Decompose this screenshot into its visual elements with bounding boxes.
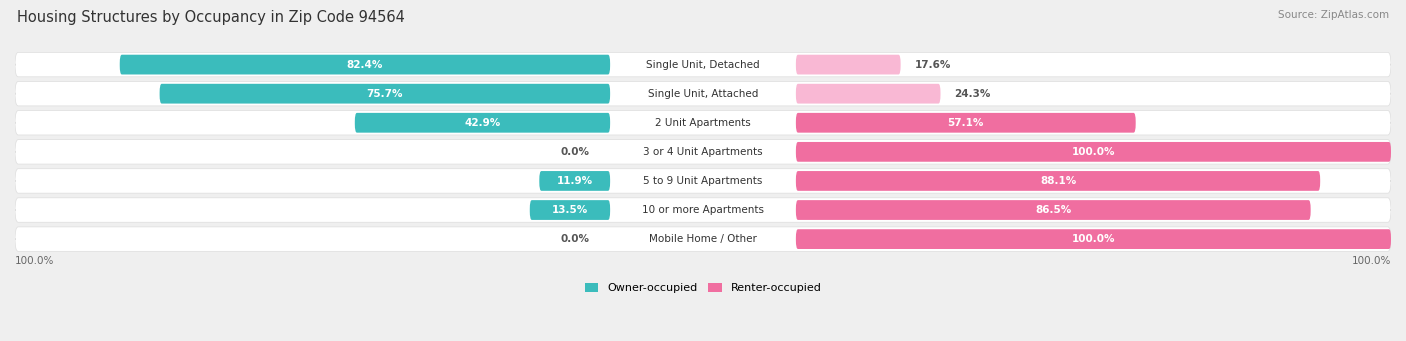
- FancyBboxPatch shape: [15, 81, 1391, 106]
- Text: 100.0%: 100.0%: [1071, 234, 1115, 244]
- Text: 86.5%: 86.5%: [1035, 205, 1071, 215]
- Text: 42.9%: 42.9%: [464, 118, 501, 128]
- FancyBboxPatch shape: [160, 84, 610, 104]
- Text: 75.7%: 75.7%: [367, 89, 404, 99]
- Text: 0.0%: 0.0%: [561, 234, 589, 244]
- FancyBboxPatch shape: [796, 142, 1391, 162]
- Text: 100.0%: 100.0%: [15, 256, 55, 266]
- FancyBboxPatch shape: [796, 113, 1136, 133]
- FancyBboxPatch shape: [15, 139, 1391, 164]
- Text: 57.1%: 57.1%: [948, 118, 984, 128]
- Text: 13.5%: 13.5%: [551, 205, 588, 215]
- FancyBboxPatch shape: [15, 198, 1391, 222]
- FancyBboxPatch shape: [15, 110, 1391, 135]
- Text: Single Unit, Detached: Single Unit, Detached: [647, 60, 759, 70]
- Text: Mobile Home / Other: Mobile Home / Other: [650, 234, 756, 244]
- FancyBboxPatch shape: [15, 169, 1391, 193]
- Text: 88.1%: 88.1%: [1040, 176, 1076, 186]
- Legend: Owner-occupied, Renter-occupied: Owner-occupied, Renter-occupied: [581, 278, 825, 298]
- Text: 11.9%: 11.9%: [557, 176, 593, 186]
- FancyBboxPatch shape: [15, 53, 1391, 77]
- FancyBboxPatch shape: [15, 227, 1391, 251]
- Text: 3 or 4 Unit Apartments: 3 or 4 Unit Apartments: [643, 147, 763, 157]
- Text: Single Unit, Attached: Single Unit, Attached: [648, 89, 758, 99]
- Text: 82.4%: 82.4%: [347, 60, 382, 70]
- Text: Source: ZipAtlas.com: Source: ZipAtlas.com: [1278, 10, 1389, 20]
- FancyBboxPatch shape: [796, 200, 1310, 220]
- Text: Housing Structures by Occupancy in Zip Code 94564: Housing Structures by Occupancy in Zip C…: [17, 10, 405, 25]
- FancyBboxPatch shape: [796, 171, 1320, 191]
- Text: 10 or more Apartments: 10 or more Apartments: [643, 205, 763, 215]
- Text: 17.6%: 17.6%: [914, 60, 950, 70]
- Text: 100.0%: 100.0%: [1351, 256, 1391, 266]
- FancyBboxPatch shape: [530, 200, 610, 220]
- FancyBboxPatch shape: [796, 84, 941, 104]
- FancyBboxPatch shape: [120, 55, 610, 74]
- Text: 24.3%: 24.3%: [955, 89, 991, 99]
- FancyBboxPatch shape: [540, 171, 610, 191]
- Text: 5 to 9 Unit Apartments: 5 to 9 Unit Apartments: [644, 176, 762, 186]
- Text: 100.0%: 100.0%: [1071, 147, 1115, 157]
- FancyBboxPatch shape: [354, 113, 610, 133]
- FancyBboxPatch shape: [796, 229, 1391, 249]
- Text: 2 Unit Apartments: 2 Unit Apartments: [655, 118, 751, 128]
- FancyBboxPatch shape: [796, 55, 901, 74]
- Text: 0.0%: 0.0%: [561, 147, 589, 157]
